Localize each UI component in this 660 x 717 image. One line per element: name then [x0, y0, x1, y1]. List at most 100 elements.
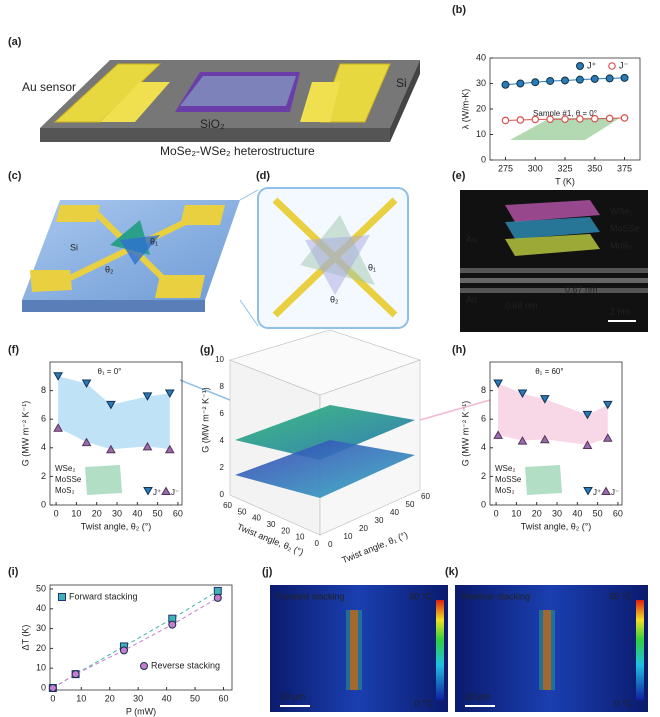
y-tick-label: 20	[476, 103, 486, 113]
y-axis-label: ΔT (K)	[20, 625, 30, 651]
x-axis-label: Twist angle, θ₂ (°)	[521, 521, 592, 531]
thermal-image-k	[455, 585, 648, 712]
x-axis-label: T (K)	[555, 176, 575, 186]
marker	[213, 593, 222, 602]
y-tick-label: 10	[36, 663, 46, 673]
legend-label: J⁺	[587, 60, 597, 70]
annotation: Sample #1, θ = 0°	[533, 109, 597, 118]
lattice-inset	[510, 118, 620, 140]
marker	[561, 76, 569, 85]
z-tick-label: 6	[220, 409, 225, 418]
y-tick-label: 30	[476, 78, 486, 88]
x-tick-label: 0	[54, 508, 59, 518]
marker	[605, 114, 614, 123]
layer-label: MoSSe	[55, 475, 82, 484]
x-tick-label: 50	[593, 508, 603, 518]
y-tick-label: 40	[36, 603, 46, 613]
marker	[561, 115, 569, 124]
surface-plot-g	[179, 329, 491, 536]
y-axis-label: G (MW m⁻² K⁻¹)	[20, 401, 30, 466]
x-tick-label: 325	[557, 163, 572, 173]
x-tick-label: 10	[71, 508, 81, 518]
layer-label: MoSSe	[610, 223, 640, 233]
label: θ₁	[368, 262, 376, 272]
band-area	[498, 383, 608, 445]
x-tick-label: 60	[173, 508, 183, 518]
y-tick-label: 4	[481, 442, 486, 452]
label: θ₂	[330, 294, 339, 304]
panel-label: (e)	[452, 170, 466, 182]
z-tick-label: 0	[220, 490, 225, 499]
legend-marker	[140, 662, 148, 670]
marker	[71, 670, 80, 679]
marker	[164, 389, 175, 398]
plot-frame	[49, 584, 233, 691]
y-tick-label: 2	[481, 471, 486, 481]
marker	[620, 114, 629, 122]
thermal-image-j	[270, 585, 448, 712]
legend-marker	[576, 62, 584, 70]
layer-label: WSe₂	[610, 206, 634, 216]
x1-tick-label: 60	[421, 492, 430, 501]
label: θ₁	[150, 236, 158, 246]
layer-label: MoS₂	[610, 240, 633, 250]
marker	[501, 80, 510, 89]
layer-label: MoS₂	[495, 486, 515, 495]
marker	[517, 389, 528, 398]
label: SiO₂	[200, 117, 225, 131]
marker	[106, 444, 116, 454]
x-axis-label: Twist angle, θ₂ (°)	[81, 521, 152, 531]
x-tick-label: 0	[494, 508, 499, 518]
y-tick-label: 2	[41, 471, 46, 481]
y-tick-label: 50	[36, 583, 46, 593]
x-tick-label: 20	[105, 693, 115, 703]
panel-label: (j)	[262, 566, 273, 578]
legend-marker	[601, 486, 611, 495]
label: MoSe₂-WSe₂ heterostructure	[160, 144, 315, 158]
y-tick-label: 0	[41, 499, 46, 509]
colorbar-max: 50 °C	[409, 591, 432, 601]
marker	[213, 586, 222, 595]
marker	[531, 78, 540, 87]
marker	[493, 379, 503, 388]
panel-label: (h)	[452, 344, 466, 356]
marker	[81, 379, 92, 388]
x-tick-label: 40	[132, 508, 142, 518]
marker	[590, 114, 599, 123]
marker	[493, 430, 503, 439]
x-tick-label: 10	[76, 693, 86, 703]
y-axis-label: G (MW m⁻² K⁻¹)	[460, 401, 470, 466]
marker	[620, 73, 629, 82]
x-tick-label: 60	[218, 693, 228, 703]
marker	[53, 423, 63, 432]
y-tick-label: 0	[481, 154, 486, 164]
x2-tick-label: 60	[223, 501, 232, 510]
x2-tick-label: 10	[296, 533, 305, 542]
image-title: Forward stacking	[276, 591, 345, 601]
annotation: θ₁ = 60°	[535, 367, 563, 376]
x-tick-label: 300	[528, 163, 543, 173]
label: 0.68 nm	[505, 300, 538, 310]
legend-label: Forward stacking	[69, 591, 138, 601]
y-tick-label: 6	[41, 414, 46, 424]
x-tick-label: 50	[190, 693, 200, 703]
y-tick-label: 20	[36, 643, 46, 653]
scale-label: 20 μm	[465, 691, 490, 701]
x2-tick-label: 40	[252, 514, 261, 523]
marker	[164, 444, 175, 454]
layer-label: WSe₂	[55, 464, 75, 473]
legend-marker	[58, 593, 66, 601]
plot-frame	[49, 361, 183, 506]
marker	[575, 75, 584, 84]
marker	[546, 115, 554, 124]
legend-label: J⁻	[611, 488, 619, 497]
x1-tick-label: 20	[359, 524, 368, 533]
marker	[53, 372, 63, 381]
y-tick-label: 4	[41, 442, 46, 452]
legend-label: J⁺	[153, 488, 161, 497]
label: Au sensor	[22, 80, 76, 94]
panel-label: (f)	[8, 344, 19, 356]
legend-marker	[583, 487, 593, 496]
